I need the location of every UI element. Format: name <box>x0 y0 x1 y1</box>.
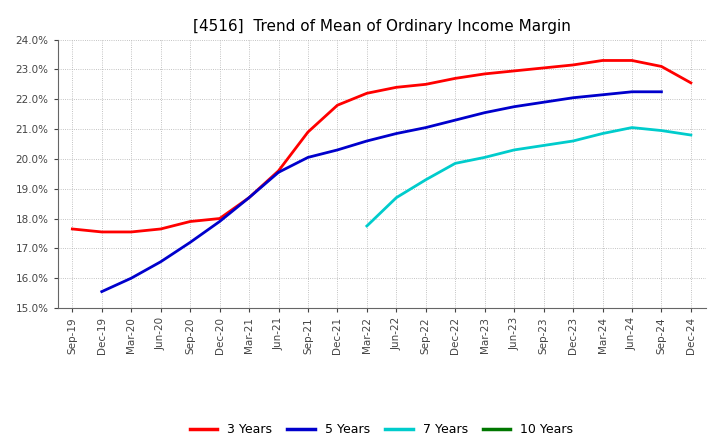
Title: [4516]  Trend of Mean of Ordinary Income Margin: [4516] Trend of Mean of Ordinary Income … <box>193 19 570 34</box>
Legend: 3 Years, 5 Years, 7 Years, 10 Years: 3 Years, 5 Years, 7 Years, 10 Years <box>185 418 578 440</box>
